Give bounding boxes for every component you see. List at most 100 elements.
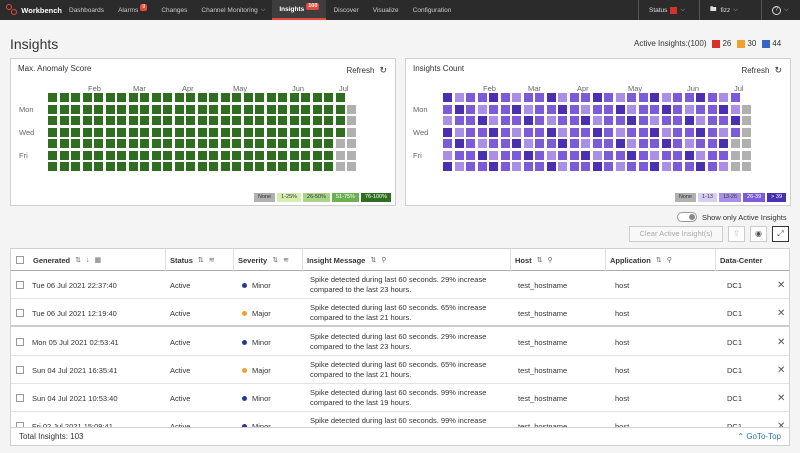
heatmap-cell[interactable] xyxy=(220,93,230,102)
heatmap-cell[interactable] xyxy=(48,162,57,171)
heatmap-cell[interactable] xyxy=(324,93,333,102)
heatmap-cell[interactable] xyxy=(48,104,57,114)
heatmap-cell[interactable] xyxy=(650,127,659,137)
heatmap-cell[interactable] xyxy=(48,116,57,125)
close-icon[interactable]: ✕ xyxy=(777,364,786,376)
heatmap-cell[interactable] xyxy=(232,104,241,114)
heatmap-cell[interactable] xyxy=(289,139,299,148)
heatmap-cell[interactable] xyxy=(546,139,556,148)
heatmap-cell[interactable] xyxy=(163,93,172,102)
sort-icon[interactable]: ⇅ xyxy=(536,257,543,264)
heatmap-cell[interactable] xyxy=(512,104,521,114)
heatmap-cell[interactable] xyxy=(673,162,682,171)
heatmap-cell[interactable] xyxy=(151,150,161,160)
row-checkbox[interactable] xyxy=(16,356,24,384)
heatmap-cell[interactable] xyxy=(105,93,115,102)
heatmap-cell[interactable] xyxy=(673,127,682,137)
heatmap-cell[interactable] xyxy=(301,162,310,171)
expand-button[interactable]: ⤢ xyxy=(772,226,789,242)
heatmap-cell[interactable] xyxy=(324,127,333,137)
heatmap-cell[interactable] xyxy=(117,93,126,102)
heatmap-cell[interactable] xyxy=(186,162,195,171)
heatmap-cell[interactable] xyxy=(255,150,264,160)
heatmap-cell[interactable] xyxy=(278,93,287,102)
heatmap-cell[interactable] xyxy=(94,139,103,148)
heatmap-cell[interactable] xyxy=(243,116,253,125)
heatmap-cell[interactable] xyxy=(512,139,521,148)
heatmap-cell[interactable] xyxy=(535,127,544,137)
heatmap-cell[interactable] xyxy=(673,150,682,160)
heatmap-cell[interactable] xyxy=(105,150,115,160)
heatmap-cell[interactable] xyxy=(59,139,69,148)
heatmap-cell[interactable] xyxy=(335,162,345,171)
heatmap-cell[interactable] xyxy=(255,104,264,114)
heatmap-cell[interactable] xyxy=(289,150,299,160)
heatmap-cell[interactable] xyxy=(742,150,751,160)
heatmap-cell[interactable] xyxy=(255,93,264,102)
heatmap-cell[interactable] xyxy=(719,93,728,102)
heatmap-cell[interactable] xyxy=(523,139,533,148)
heatmap-cell[interactable] xyxy=(512,150,521,160)
heatmap-cell[interactable] xyxy=(301,139,310,148)
heatmap-cell[interactable] xyxy=(151,104,161,114)
heatmap-cell[interactable] xyxy=(650,116,659,125)
heatmap-cell[interactable] xyxy=(71,139,80,148)
heatmap-cell[interactable] xyxy=(220,127,230,137)
heatmap-cell[interactable] xyxy=(117,104,126,114)
heatmap-cell[interactable] xyxy=(546,104,556,114)
nav-item-dashboards[interactable]: Dashboards xyxy=(62,0,111,20)
heatmap-cell[interactable] xyxy=(105,162,115,171)
heatmap-cell[interactable] xyxy=(59,116,69,125)
heatmap-cell[interactable] xyxy=(604,116,613,125)
heatmap-cell[interactable] xyxy=(730,104,740,114)
heatmap-cell[interactable] xyxy=(592,104,602,114)
heatmap-cell[interactable] xyxy=(301,104,310,114)
heatmap-cell[interactable] xyxy=(82,127,92,137)
heatmap-cell[interactable] xyxy=(255,116,264,125)
heatmap-cell[interactable] xyxy=(278,139,287,148)
heatmap-cell[interactable] xyxy=(489,127,498,137)
heatmap-cell[interactable] xyxy=(209,150,218,160)
heatmap-cell[interactable] xyxy=(592,116,602,125)
heatmap-cell[interactable] xyxy=(615,139,625,148)
heatmap-cell[interactable] xyxy=(94,116,103,125)
heatmap-cell[interactable] xyxy=(243,139,253,148)
heatmap-cell[interactable] xyxy=(546,93,556,102)
heatmap-cell[interactable] xyxy=(82,150,92,160)
heatmap-cell[interactable] xyxy=(186,93,195,102)
heatmap-cell[interactable] xyxy=(627,150,636,160)
heatmap-cell[interactable] xyxy=(730,127,740,137)
heatmap-cell[interactable] xyxy=(151,127,161,137)
sort-icon[interactable]: ⇅ xyxy=(197,257,204,264)
heatmap-cell[interactable] xyxy=(128,127,138,137)
heatmap-cell[interactable] xyxy=(535,116,544,125)
heatmap-cell[interactable] xyxy=(650,93,659,102)
heatmap-cell[interactable] xyxy=(466,127,475,137)
heatmap-cell[interactable] xyxy=(742,116,751,125)
heatmap-cell[interactable] xyxy=(730,116,740,125)
heatmap-cell[interactable] xyxy=(163,162,172,171)
heatmap-cell[interactable] xyxy=(696,139,705,148)
close-icon[interactable]: ✕ xyxy=(777,307,786,319)
heatmap-cell[interactable] xyxy=(673,139,682,148)
heatmap-cell[interactable] xyxy=(174,104,184,114)
heatmap-cell[interactable] xyxy=(661,104,671,114)
heatmap-cell[interactable] xyxy=(71,104,80,114)
heatmap-cell[interactable] xyxy=(523,104,533,114)
heatmap-cell[interactable] xyxy=(696,162,705,171)
heatmap-cell[interactable] xyxy=(301,93,310,102)
heatmap-cell[interactable] xyxy=(443,139,452,148)
goto-top-button[interactable]: ⌃ GoTo-Top xyxy=(737,432,781,441)
heatmap-cell[interactable] xyxy=(220,104,230,114)
heatmap-cell[interactable] xyxy=(546,127,556,137)
heatmap-cell[interactable] xyxy=(592,127,602,137)
heatmap-cell[interactable] xyxy=(186,116,195,125)
heatmap-cell[interactable] xyxy=(443,104,452,114)
heatmap-cell[interactable] xyxy=(243,162,253,171)
select-all-checkbox[interactable] xyxy=(11,249,29,271)
heatmap-cell[interactable] xyxy=(546,116,556,125)
nav-item-discover[interactable]: Discover xyxy=(326,0,365,20)
active-only-toggle[interactable] xyxy=(677,212,697,222)
search-icon[interactable]: ⚲ xyxy=(547,257,553,264)
heatmap-cell[interactable] xyxy=(661,162,671,171)
